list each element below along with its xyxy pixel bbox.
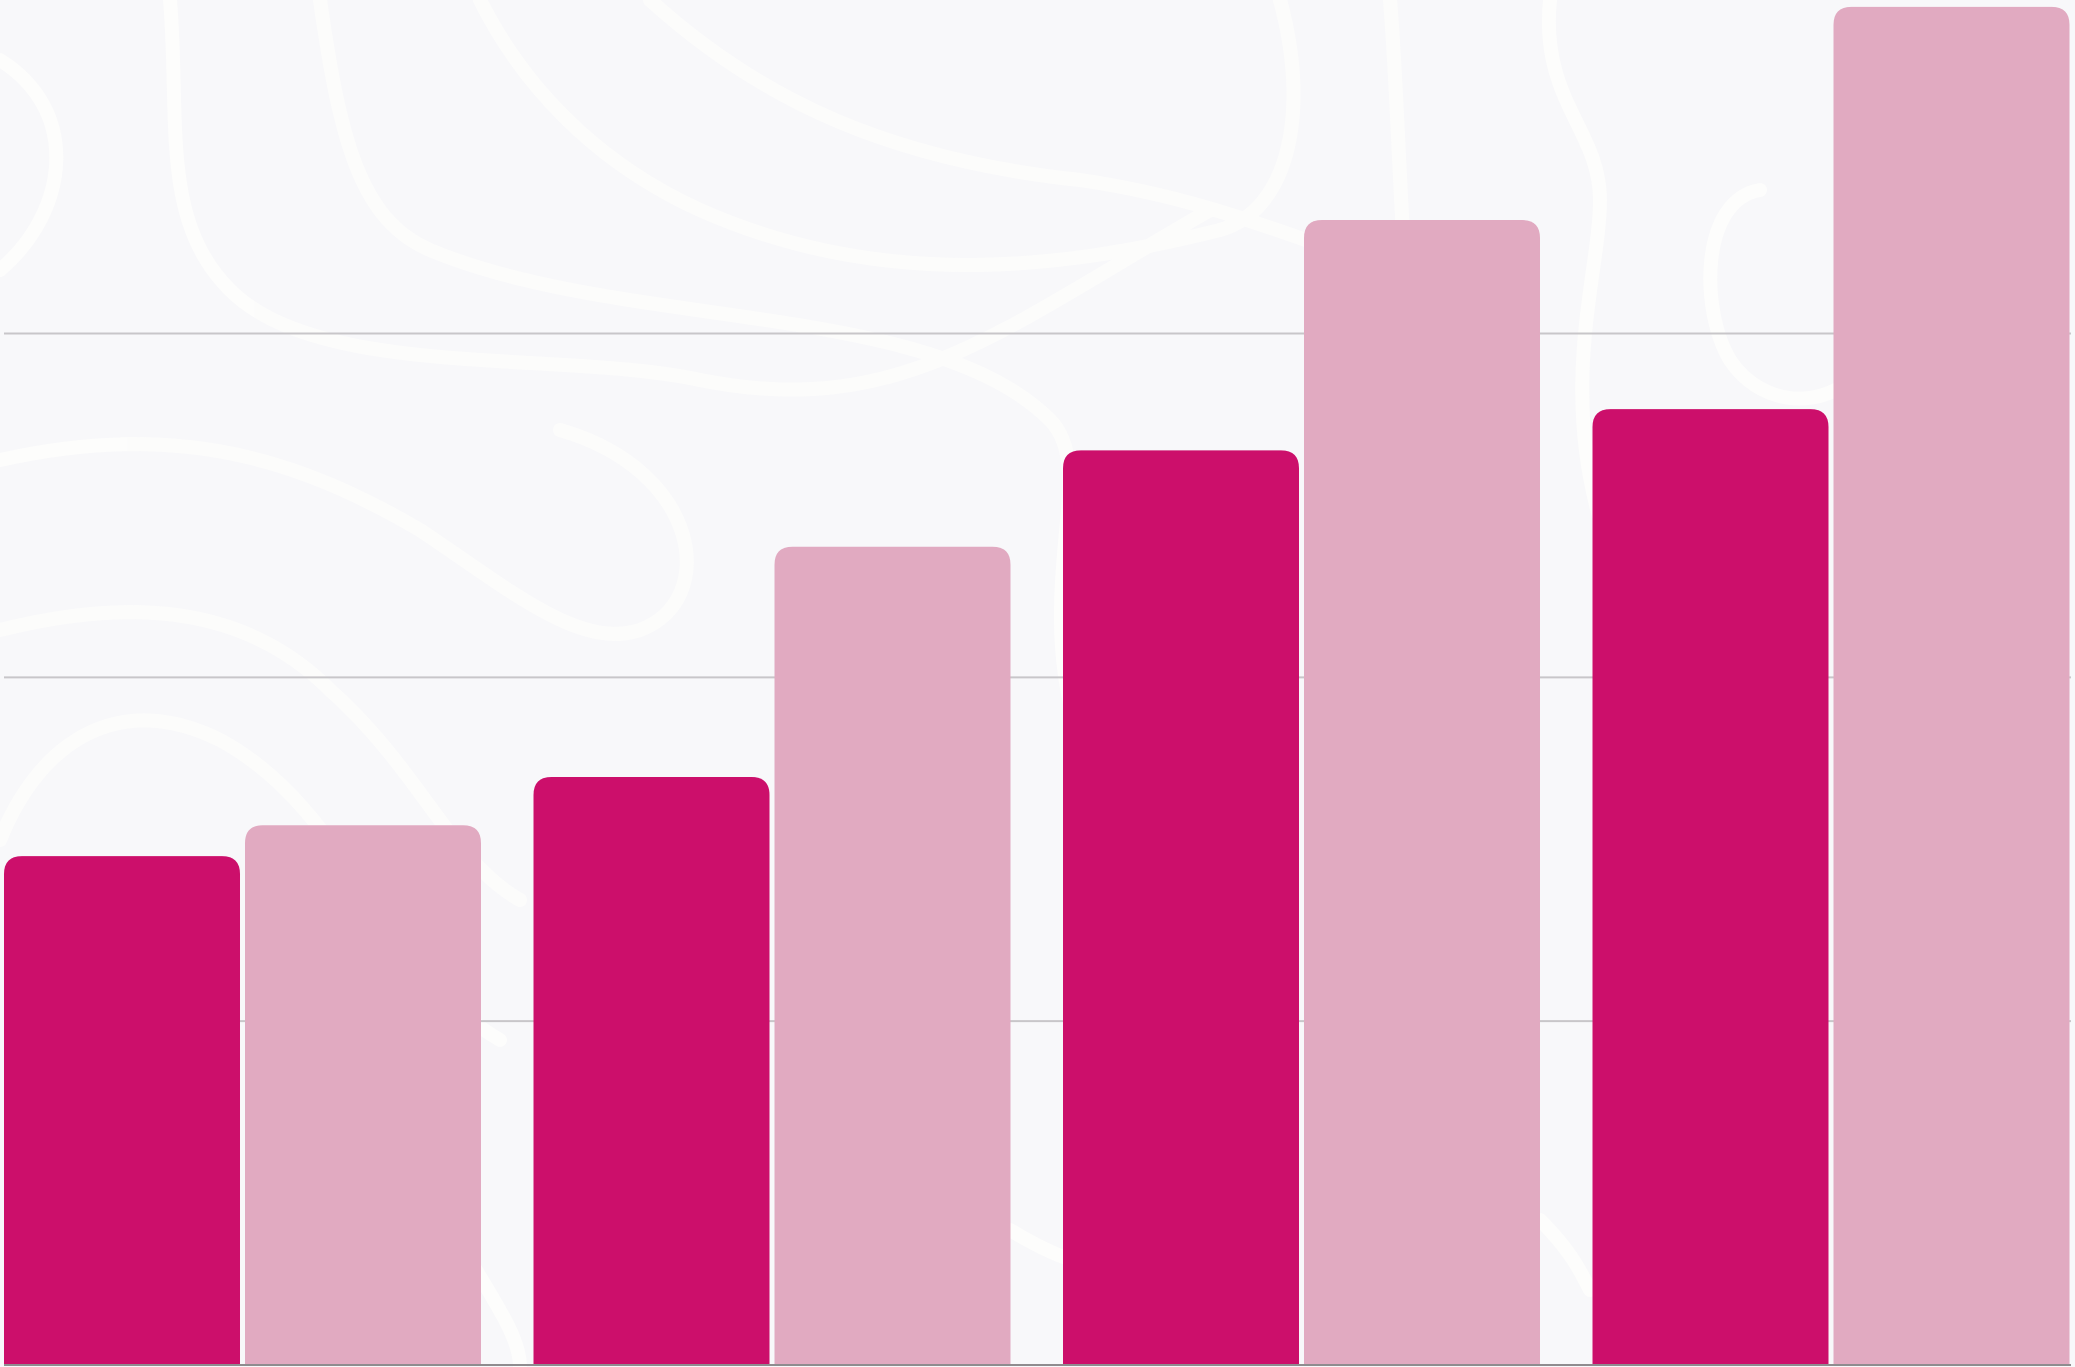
bar-group-1-series-2 [245, 825, 481, 1365]
pattern-line [0, 53, 64, 277]
bar-group-4-series-1 [1592, 409, 1829, 1366]
bar-group-2-series-2 [774, 546, 1011, 1365]
bars [4, 6, 2070, 1366]
pattern-line [1533, 1213, 1597, 1297]
pattern-line [163, 0, 1217, 397]
bar-group-3-series-2 [1304, 220, 1540, 1365]
pattern-line [473, 0, 1301, 272]
bar-group-1-series-1 [4, 856, 240, 1365]
pattern-line [1541, 0, 1608, 527]
pattern-line [0, 423, 694, 641]
bar-group-4-series-2 [1833, 6, 2070, 1365]
bar-group-2-series-1 [533, 777, 770, 1365]
pattern-line [643, 0, 1377, 267]
bar-group-3-series-1 [1063, 450, 1299, 1365]
